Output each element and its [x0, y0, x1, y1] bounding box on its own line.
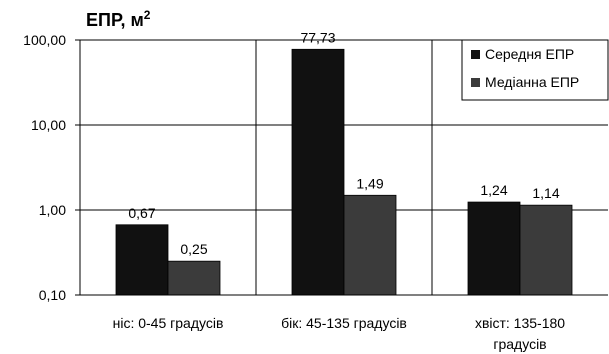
bar-series-2: [167, 260, 221, 296]
data-labels: 0,67 0,25 77,73 1,49 1,24 1,14: [128, 29, 559, 257]
data-label: 77,73: [300, 29, 335, 45]
legend-label-series-2: Медіанна ЕПР: [485, 74, 579, 90]
y-axis-title: ЕПР, м2: [86, 8, 151, 30]
x-category-label: бік: 45-135 градусів: [281, 315, 407, 331]
axes: 0,10 1,00 10,00 100,00 ніс: 0-45 градусів бік…: [23, 32, 608, 352]
y-tick-label: 1,00: [39, 202, 66, 218]
data-label: 0,67: [128, 205, 155, 221]
x-category-label: хвіст: 135-180: [475, 315, 565, 331]
data-label: 1,14: [532, 185, 559, 201]
legend-swatch-series-1: [471, 50, 480, 59]
legend-box: [461, 39, 609, 101]
bars: [115, 48, 573, 296]
y-axis-title-superscript: 2: [144, 8, 151, 22]
bar-series-1: [467, 201, 521, 296]
data-label: 0,25: [180, 241, 207, 257]
bar-series-2: [519, 204, 573, 296]
y-axis-title-text: ЕПР, м: [86, 10, 144, 30]
x-category-label: ніс: 0-45 градусів: [113, 315, 224, 331]
legend-label-series-1: Середня ЕПР: [485, 46, 574, 62]
y-tick-label: 10,00: [31, 117, 66, 133]
y-tick-label: 0,10: [39, 287, 66, 303]
x-category-label: градусів: [493, 336, 546, 352]
bar-series-1: [115, 224, 169, 296]
data-label: 1,24: [480, 182, 507, 198]
bar-series-2: [343, 194, 397, 296]
data-label: 1,49: [356, 175, 383, 191]
legend: Середня ЕПР Медіанна ЕПР: [461, 39, 609, 101]
y-tick-label: 100,00: [23, 32, 66, 48]
legend-swatch-series-2: [471, 78, 480, 87]
bar-series-1: [291, 48, 345, 296]
